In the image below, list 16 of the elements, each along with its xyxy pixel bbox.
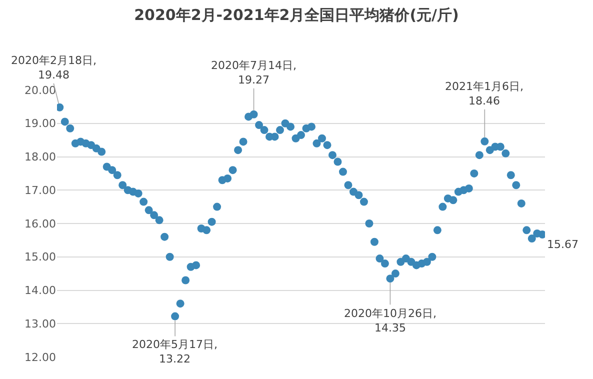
y-tick-label: 19.00 xyxy=(24,117,56,130)
y-tick-label: 14.00 xyxy=(24,284,56,298)
y-tick-label: 18.00 xyxy=(24,150,56,164)
annotation: 2020年2月18日, 19.48 xyxy=(11,54,96,82)
chart-title: 2020年2月-2021年2月全国日平均猪价(元/斤) xyxy=(134,6,459,24)
annotation: 2020年10月26日, 14.35 xyxy=(344,307,436,334)
y-tick-label: 16.00 xyxy=(24,217,56,230)
y-tick-label: 13.00 xyxy=(24,317,56,330)
y-tick-label: 15.00 xyxy=(24,250,56,264)
y-tick-label: 17.00 xyxy=(24,184,56,197)
annotation: 2020年7月14日, 19.27 xyxy=(211,59,296,86)
annotation: 2020年5月17日, 13.22 xyxy=(132,338,218,366)
text: 15.67 xyxy=(547,238,578,251)
annotation: 2021年1月6日, 18.46 xyxy=(445,80,524,108)
y-tick-label: 12.00 xyxy=(24,350,56,364)
y-tick-label: 20.00 xyxy=(24,84,56,97)
